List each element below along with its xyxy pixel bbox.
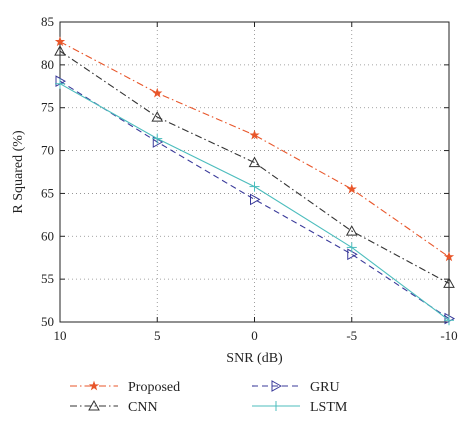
- series-line-cnn: [59, 50, 450, 284]
- legend-marker-lstm: [271, 401, 281, 411]
- y-tick-label: 65: [41, 185, 54, 200]
- legend-marker-proposed: [88, 380, 100, 391]
- data-point-proposed: [249, 129, 260, 140]
- data-point-cnn: [443, 277, 455, 288]
- data-point-lstm: [346, 242, 357, 253]
- legend-label-lstm: LSTM: [310, 400, 348, 415]
- legend-marker-cnn: [88, 399, 100, 411]
- series-lines: [54, 36, 456, 326]
- legend-label-proposed: Proposed: [128, 380, 180, 395]
- data-point-lstm: [55, 78, 65, 89]
- y-tick-label: 55: [41, 271, 54, 286]
- data-point-proposed: [54, 36, 66, 47]
- x-tick-label: 5: [154, 328, 161, 343]
- y-tick-label: 50: [41, 314, 54, 329]
- y-tick-label: 85: [41, 14, 54, 29]
- data-point-proposed: [152, 87, 163, 98]
- y-tick-label: 80: [41, 57, 54, 72]
- series-line-proposed: [59, 41, 450, 258]
- data-point-cnn: [345, 225, 358, 236]
- data-point-proposed: [443, 251, 455, 262]
- data-point-gru: [250, 193, 261, 206]
- legend-marker-gru: [271, 380, 283, 392]
- data-point-cnn: [248, 156, 261, 168]
- legend-item-cnn: CNN: [70, 399, 158, 415]
- legend-item-lstm: LSTM: [252, 400, 348, 415]
- x-tick-label: -5: [346, 328, 357, 343]
- y-tick-label: 70: [41, 143, 54, 158]
- series-cnn: [54, 45, 455, 288]
- data-point-lstm: [249, 181, 260, 192]
- series-lstm: [55, 78, 454, 326]
- x-tick-label: -10: [440, 328, 457, 343]
- data-point-cnn: [151, 111, 164, 122]
- y-axis-label: R Squared (%): [11, 130, 26, 214]
- grid: [60, 22, 449, 322]
- x-axis-label: SNR (dB): [226, 351, 283, 366]
- data-point-cnn: [54, 45, 66, 56]
- legend-item-gru: GRU: [252, 380, 340, 395]
- x-tick-label: 0: [251, 328, 258, 343]
- legend: Proposed CNN GRU LSTM: [70, 380, 348, 415]
- data-point-proposed: [346, 183, 357, 194]
- legend-label-gru: GRU: [310, 380, 340, 395]
- y-tick-label: 60: [41, 228, 54, 243]
- x-tick-label: 10: [54, 328, 67, 343]
- y-tick-label: 75: [41, 100, 54, 115]
- legend-item-proposed: Proposed: [70, 380, 180, 395]
- data-point-lstm: [152, 133, 163, 144]
- data-point-lstm: [444, 315, 454, 326]
- legend-label-cnn: CNN: [128, 400, 158, 415]
- series-proposed: [54, 36, 455, 262]
